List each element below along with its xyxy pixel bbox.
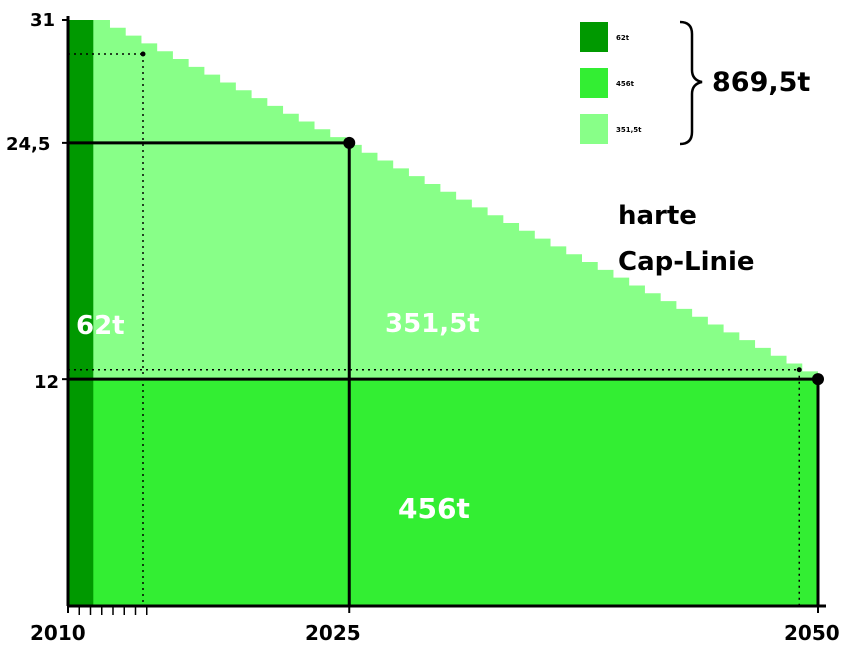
guide-dot-2049 [796,367,802,373]
legend-swatch-351-5t [580,114,608,144]
y-tick-label-12: 12 [34,372,59,393]
legend-brace [679,20,703,146]
guide-dot-top [140,51,146,57]
legend-swatch-456t [580,68,608,98]
cap-point-2050 [812,373,824,386]
hard-cap-annotation: harte Cap-Linie [618,201,755,277]
hard-cap-annotation-line-2: Cap-Linie [618,247,755,277]
region-label-62t: 62t [76,311,125,341]
legend: 62t 456t 351,5t 869,5t [580,20,810,146]
legend-label-62t: 62t [616,34,630,42]
area-456t [68,379,818,606]
y-tick-label-31: 31 [30,10,55,31]
x-tick-label-2010: 2010 [30,621,86,645]
region-label-456t: 456t [398,492,470,525]
x-tick-label-2050: 2050 [784,621,840,645]
legend-total: 869,5t [712,67,810,98]
hard-cap-annotation-line-1: harte [618,201,697,231]
legend-label-351-5t: 351,5t [616,126,642,134]
guide-lines [68,51,824,606]
area-351-5t [68,20,818,380]
chart-axes [62,16,826,615]
x-tick-label-2025: 2025 [305,621,361,645]
area-62t [68,20,94,606]
legend-swatch-62t [580,22,608,52]
chart-areas [68,20,818,606]
region-label-351-5t: 351,5t [385,309,480,339]
cap-point-2025 [343,136,356,149]
legend-label-456t: 456t [616,80,635,88]
y-tick-label-24-5: 24,5 [6,134,50,155]
